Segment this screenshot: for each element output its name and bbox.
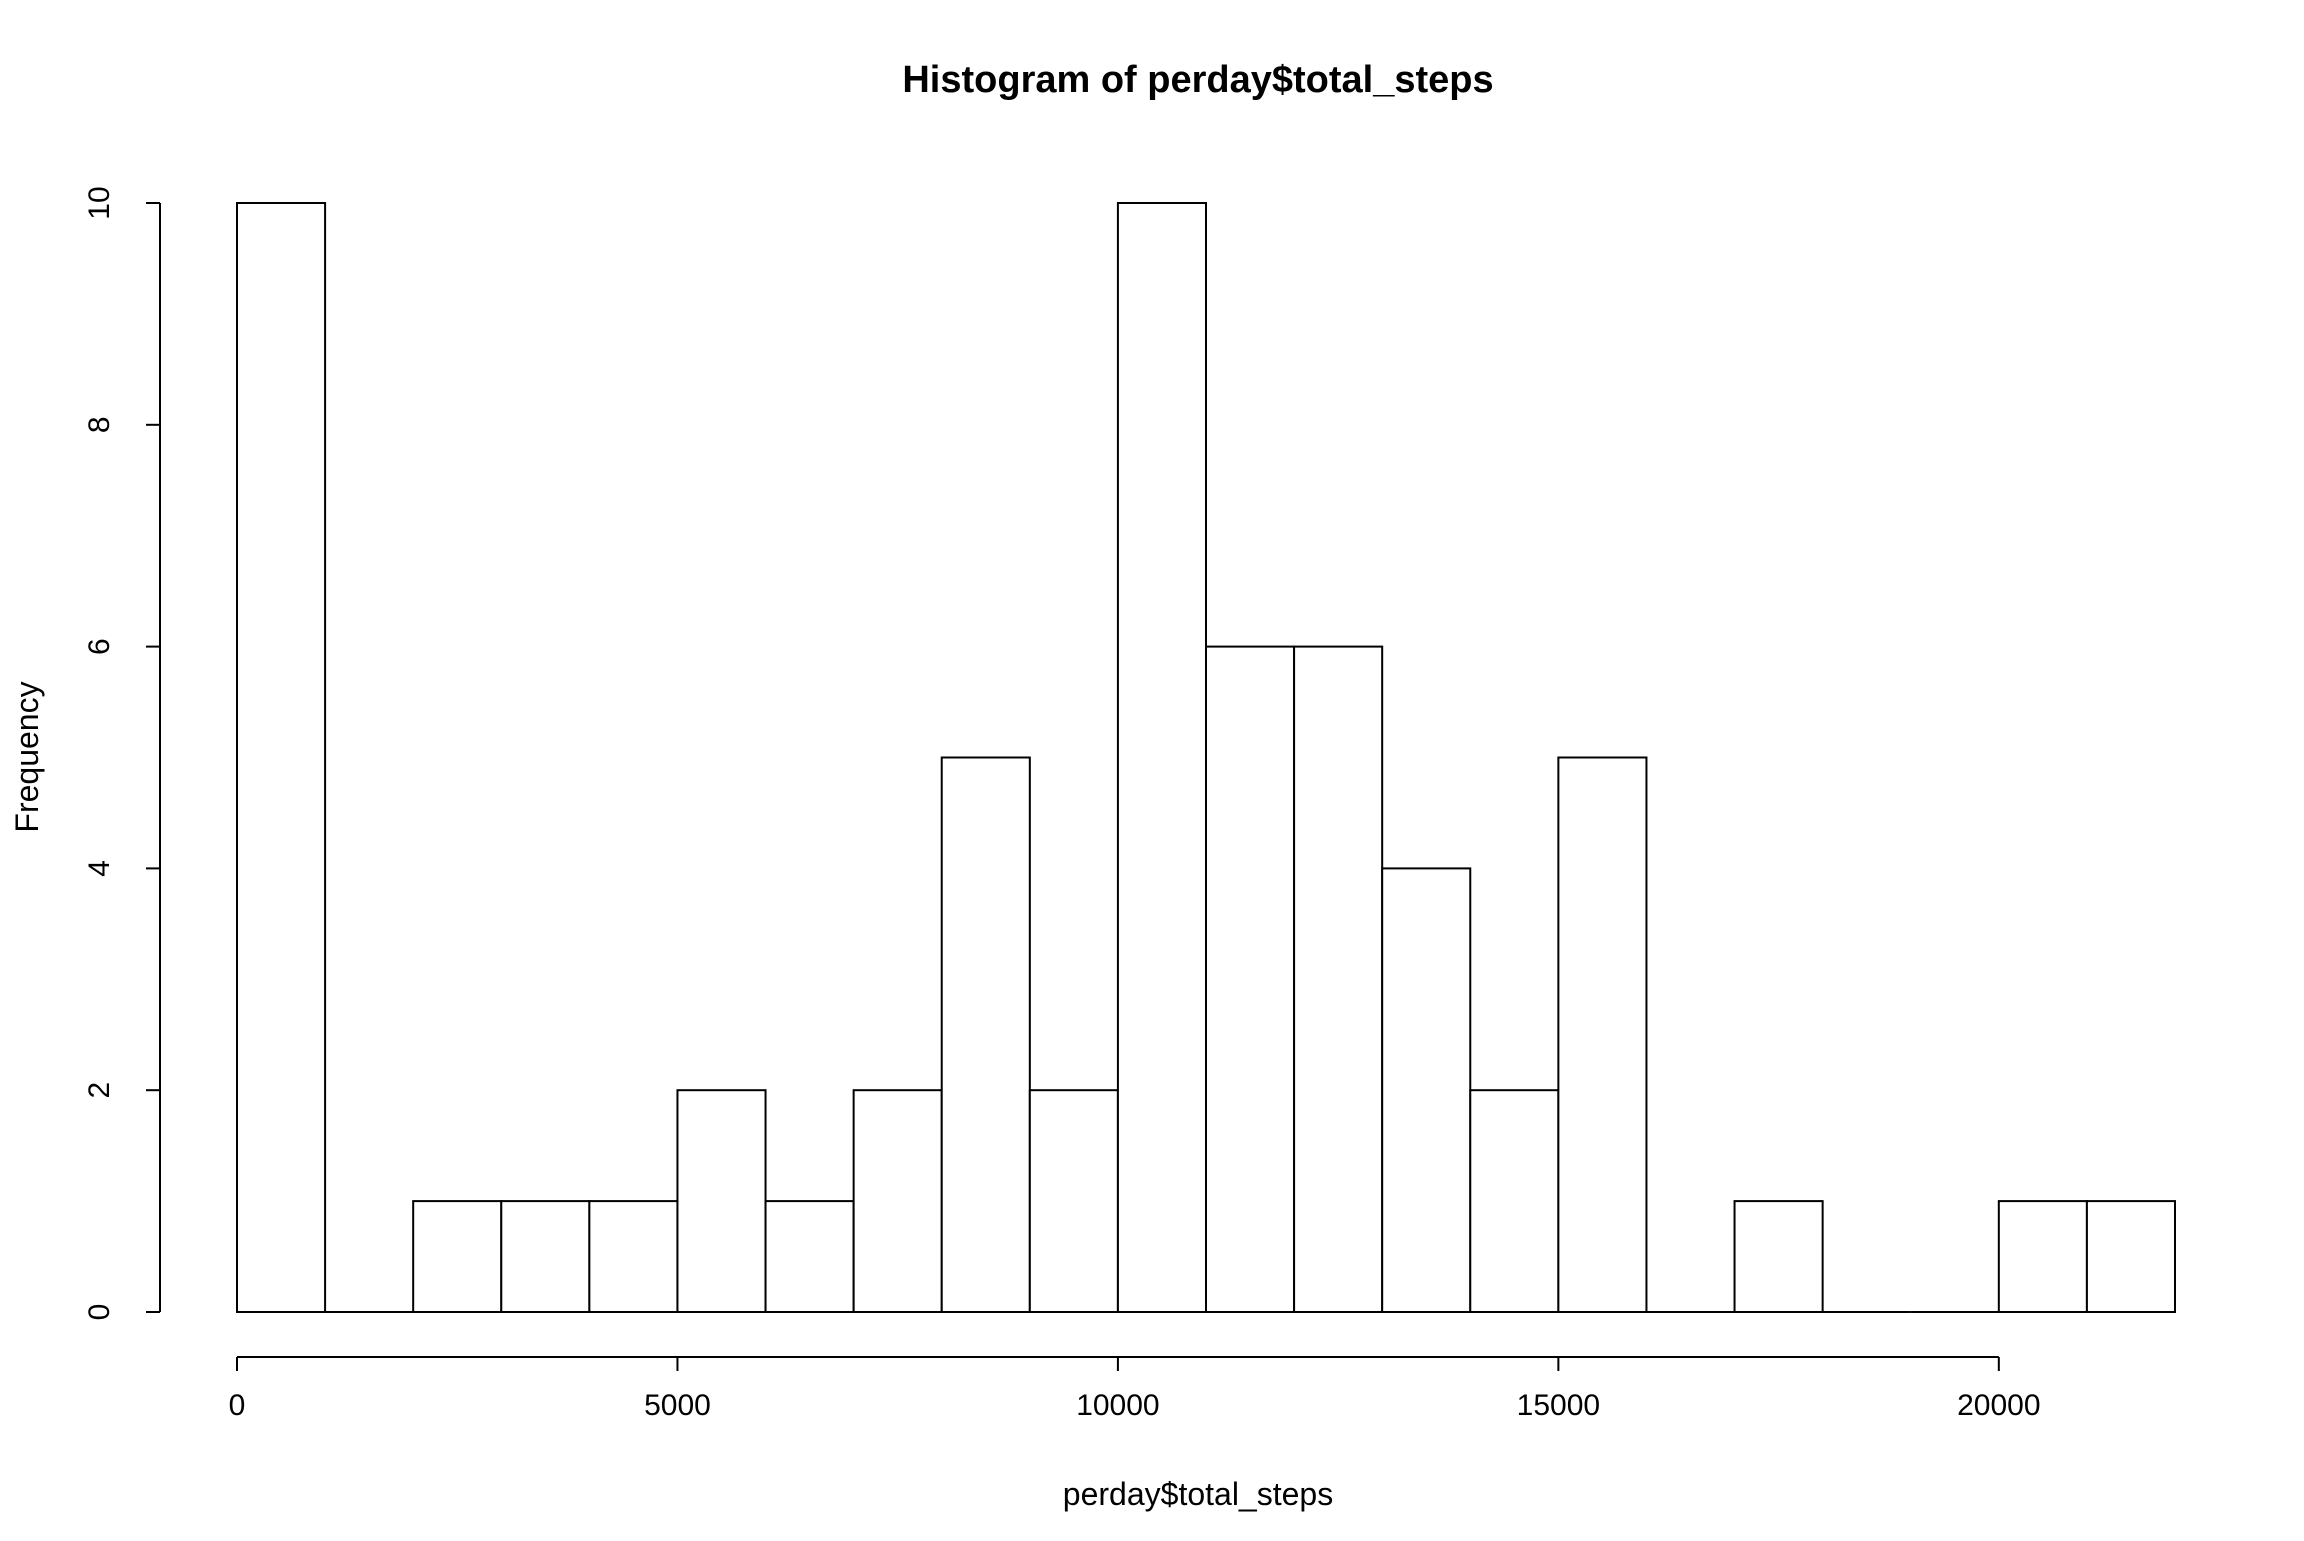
y-tick-label: 6 (83, 638, 116, 655)
histogram-bar (1997, 1200, 2088, 1313)
x-tick-label: 20000 (1957, 1389, 2040, 1422)
histogram-bar (412, 1200, 503, 1313)
histogram-bar (676, 1089, 767, 1313)
histogram-bar (1557, 756, 1648, 1313)
histogram-bar (1293, 645, 1384, 1313)
histogram-bar (236, 202, 327, 1313)
histogram-bar (1381, 867, 1472, 1314)
y-tick-label: 10 (83, 186, 116, 219)
y-tick-label: 4 (83, 860, 116, 877)
x-axis-label: perday$total_steps (1063, 1476, 1333, 1512)
histogram-bar (764, 1200, 855, 1313)
histogram-bar (500, 1200, 591, 1313)
histogram-bar (1733, 1200, 1824, 1313)
histogram-bar (588, 1200, 679, 1313)
x-axis: 0 5000 10000 15000 20000 (229, 1356, 2041, 1422)
histogram-bar (2085, 1200, 2177, 1313)
x-tick-label: 10000 (1076, 1389, 1159, 1422)
histogram-bar (1469, 1089, 1560, 1313)
histogram-bar (1205, 645, 1296, 1313)
histogram-bar (940, 756, 1031, 1313)
x-tick-label: 0 (229, 1389, 246, 1422)
histogram-bar (852, 1089, 943, 1313)
y-tick-label: 8 (83, 416, 116, 433)
histogram-bar (1116, 202, 1207, 1313)
chart-title: Histogram of perday$total_steps (902, 59, 1493, 101)
y-tick-label: 0 (83, 1304, 116, 1321)
x-tick-label: 15000 (1517, 1389, 1600, 1422)
bars-group (236, 202, 2177, 1314)
y-axis-label: Frequency (9, 681, 45, 832)
histogram-bar (1028, 1089, 1119, 1313)
y-tick-label: 2 (83, 1082, 116, 1099)
y-axis: 0 2 4 6 8 10 (83, 186, 161, 1321)
x-tick-label: 5000 (644, 1389, 711, 1422)
